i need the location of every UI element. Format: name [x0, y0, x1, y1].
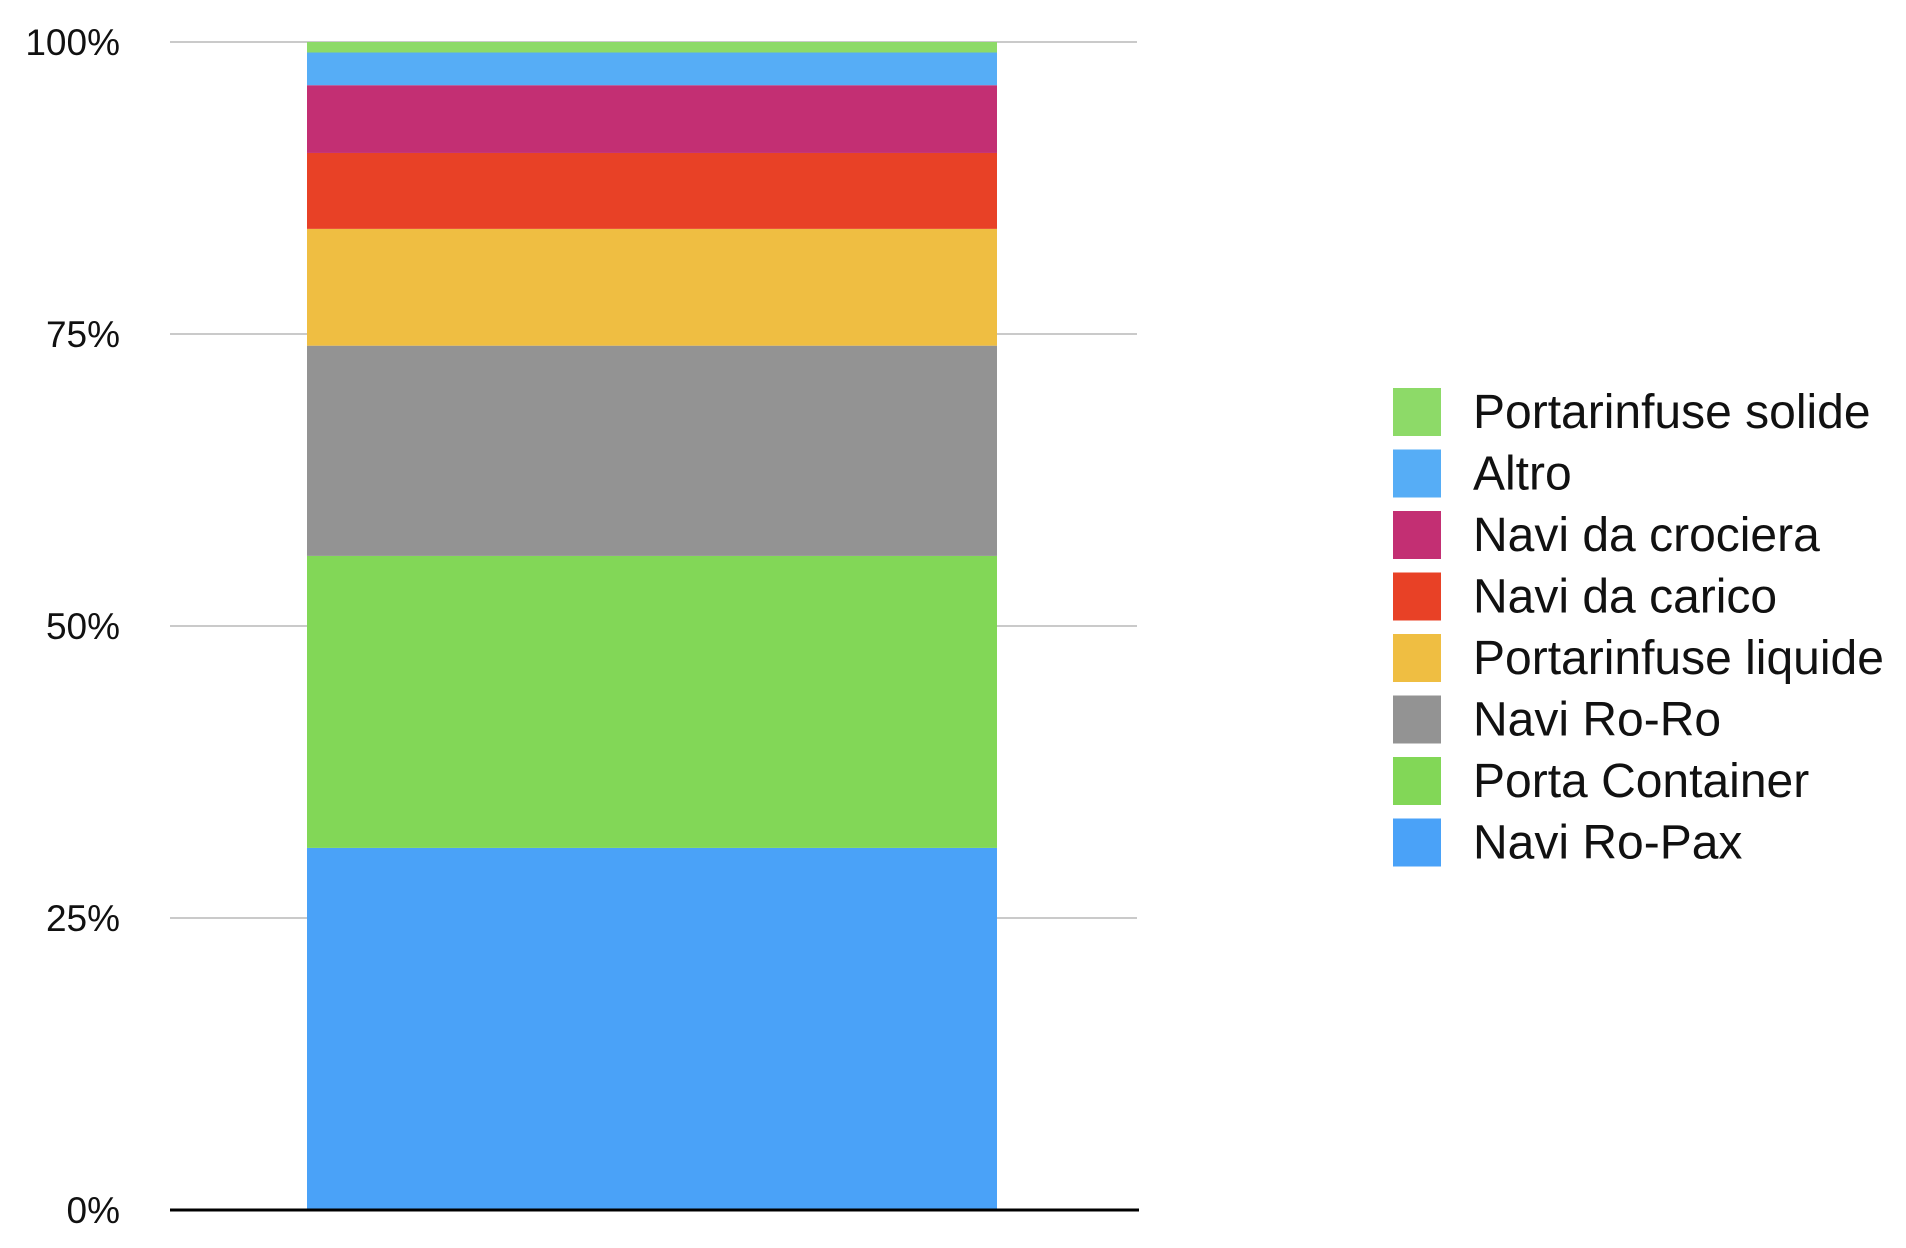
- bar-stack: [307, 42, 997, 1210]
- legend-item-porta-container[interactable]: Porta Container: [1393, 755, 1809, 808]
- legend-swatch: [1393, 572, 1441, 621]
- legend-label: Porta Container: [1473, 755, 1809, 808]
- legend-item-navi-da-carico[interactable]: Navi da carico: [1393, 571, 1777, 624]
- bar-segment-altro[interactable]: [307, 52, 997, 86]
- legend-label: Altro: [1473, 448, 1572, 501]
- bar-segment-portarinfuse-liquide[interactable]: [307, 228, 997, 346]
- legend-item-navi-ro-pax[interactable]: Navi Ro-Pax: [1393, 817, 1742, 870]
- legend-item-navi-da-crociera[interactable]: Navi da crociera: [1393, 509, 1820, 562]
- legend-swatch: [1393, 449, 1441, 498]
- bar-segment-portarinfuse-solide[interactable]: [307, 42, 997, 53]
- legend-label: Navi da crociera: [1473, 509, 1820, 562]
- legend-swatch: [1393, 695, 1441, 744]
- bar-segment-navi-da-crociera[interactable]: [307, 85, 997, 153]
- legend-item-navi-ro-ro[interactable]: Navi Ro-Ro: [1393, 694, 1721, 747]
- bar-segment-navi-ro-ro[interactable]: [307, 345, 997, 556]
- bar-segment-navi-da-carico[interactable]: [307, 152, 997, 229]
- y-tick-label: 0%: [67, 1190, 120, 1231]
- legend-label: Portarinfuse solide: [1473, 386, 1871, 439]
- legend-swatch: [1393, 511, 1441, 559]
- y-axis: 0% 25% 50% 75% 100%: [25, 22, 1139, 1231]
- legend-item-portarinfuse-solide[interactable]: Portarinfuse solide: [1393, 386, 1871, 439]
- legend-label: Navi Ro-Pax: [1473, 817, 1742, 870]
- legend-label: Portarinfuse liquide: [1473, 632, 1884, 685]
- bar-segment-navi-ro-pax[interactable]: [307, 847, 997, 1210]
- legend-label: Navi da carico: [1473, 571, 1777, 624]
- y-tick-label: 25%: [46, 898, 120, 939]
- legend-swatch: [1393, 757, 1441, 805]
- legend: Portarinfuse solide Altro Navi da crociera…: [1393, 386, 1884, 870]
- y-tick-label: 75%: [46, 314, 120, 355]
- legend-swatch: [1393, 388, 1441, 436]
- legend-label: Navi Ro-Ro: [1473, 694, 1721, 747]
- legend-item-altro[interactable]: Altro: [1393, 448, 1572, 501]
- legend-swatch: [1393, 634, 1441, 682]
- legend-swatch: [1393, 818, 1441, 867]
- bar-segment-porta-container[interactable]: [307, 555, 997, 848]
- y-tick-label: 50%: [46, 606, 120, 647]
- y-tick-label: 100%: [25, 22, 120, 63]
- legend-item-portarinfuse-liquide[interactable]: Portarinfuse liquide: [1393, 632, 1884, 685]
